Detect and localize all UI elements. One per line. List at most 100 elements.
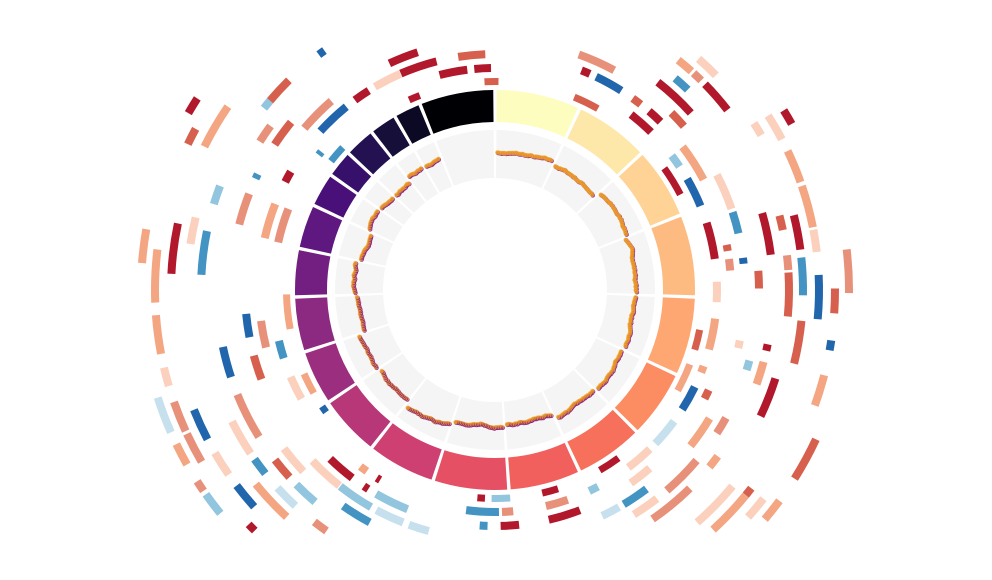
heatmap-cell	[789, 214, 805, 251]
heatmap-cell	[281, 169, 295, 184]
heatmap-cell	[407, 92, 422, 104]
heatmap-cell	[197, 230, 211, 275]
heatmap-cell	[183, 432, 206, 464]
heatmap-cell	[186, 216, 200, 245]
heatmap-cell	[151, 249, 162, 303]
heatmap-cell	[798, 184, 817, 229]
scatter-point	[596, 385, 601, 391]
heatmap-cell	[679, 144, 708, 182]
heatmap-cell	[842, 248, 853, 294]
ideogram-segment	[567, 109, 641, 175]
scatter-point	[389, 196, 395, 201]
heatmap-cell	[266, 77, 292, 104]
heatmap-cell	[797, 257, 808, 296]
heatmap-cell	[275, 339, 288, 360]
heatmap-cell	[438, 65, 468, 79]
ideogram-segment	[614, 362, 676, 431]
heatmap-cell	[579, 66, 592, 78]
ideogram-segment	[314, 176, 357, 218]
heatmap-cell	[775, 214, 787, 231]
heatmap-cell	[315, 149, 325, 158]
heatmap-cell	[372, 70, 402, 91]
heatmap-cell	[791, 437, 820, 481]
heatmap-cell	[210, 184, 224, 206]
heatmap-cell	[491, 494, 511, 502]
heatmap-cell	[249, 354, 266, 381]
ideogram-segment	[396, 105, 431, 144]
ideogram-segment	[295, 250, 331, 296]
heatmap-cell	[484, 77, 499, 86]
heatmap-cell	[251, 172, 262, 181]
heatmap-cell	[170, 400, 190, 433]
heatmap-cell	[151, 314, 165, 355]
heatmap-cell	[742, 485, 755, 498]
heatmap-cell	[761, 498, 783, 522]
heatmap-cell	[813, 274, 823, 320]
heatmap-cell	[650, 485, 693, 523]
heatmap-cell	[745, 496, 767, 520]
scatter-point	[406, 181, 411, 186]
heatmap-cell	[664, 457, 700, 494]
heatmap-cell	[764, 113, 786, 142]
heatmap-cell	[683, 176, 705, 208]
heatmap-cell	[399, 57, 438, 78]
ideogram-segment	[647, 297, 695, 373]
heatmap-cell	[260, 98, 274, 111]
heatmap-cell	[825, 339, 836, 352]
track-background-segment	[596, 294, 655, 357]
heatmap-cell	[631, 495, 660, 518]
heatmap-cell	[327, 456, 355, 482]
track-background-segment	[335, 258, 386, 295]
heatmap-cell	[228, 419, 254, 456]
scatter-point	[368, 233, 373, 239]
scatter-point	[623, 231, 629, 237]
heatmap-cell	[702, 81, 731, 113]
ideogram-segment	[421, 90, 494, 134]
ideogram-segment	[373, 423, 442, 480]
heatmap-cell	[672, 75, 691, 93]
track-background-segment	[416, 142, 453, 193]
heatmap-cell	[811, 374, 829, 407]
track-background-segment	[574, 338, 640, 403]
heatmap-cell	[407, 520, 430, 535]
heatmap-cell	[706, 453, 721, 470]
scatter-point	[375, 209, 380, 214]
ideogram-segment	[330, 385, 391, 447]
heatmap-cell	[172, 442, 191, 467]
heatmap-cell	[309, 458, 342, 489]
heatmap-cell	[694, 483, 736, 526]
heatmap-cell	[319, 404, 329, 415]
heatmap-cell	[465, 506, 500, 516]
heatmap-cell	[621, 485, 649, 508]
ideogram-segment	[567, 409, 636, 471]
heatmap-cell	[762, 343, 772, 352]
track-background-segment	[343, 325, 402, 379]
heatmap-cell	[572, 93, 600, 112]
scatter-point	[453, 419, 458, 425]
heatmap-cell	[675, 56, 695, 75]
heatmap-cell	[457, 50, 486, 61]
heatmap-cell	[652, 418, 678, 447]
heatmap-cell	[233, 483, 258, 510]
heatmap-cell	[287, 375, 305, 401]
heatmap-cell	[697, 364, 708, 374]
heatmap-cell	[184, 126, 200, 146]
heatmap-cell	[193, 479, 207, 494]
heatmap-cell	[722, 244, 732, 252]
heatmap-cell	[687, 416, 713, 449]
track-background-segment	[397, 152, 439, 202]
ideogram-segment	[295, 297, 335, 351]
heatmap-cell	[501, 507, 514, 516]
heatmap-cell	[473, 64, 492, 73]
heatmap-cell	[311, 518, 329, 535]
heatmap-cell	[271, 457, 293, 480]
heatmap-cell	[260, 202, 279, 240]
heatmap-cell	[477, 494, 486, 502]
track-background-segment	[436, 130, 495, 186]
heatmap-cell	[233, 392, 263, 439]
heatmap-cell	[190, 408, 212, 442]
ideogram-segment	[332, 154, 372, 193]
heatmap-cell	[809, 229, 821, 253]
heatmap-cell	[674, 363, 694, 393]
heatmap-cell	[242, 313, 254, 339]
